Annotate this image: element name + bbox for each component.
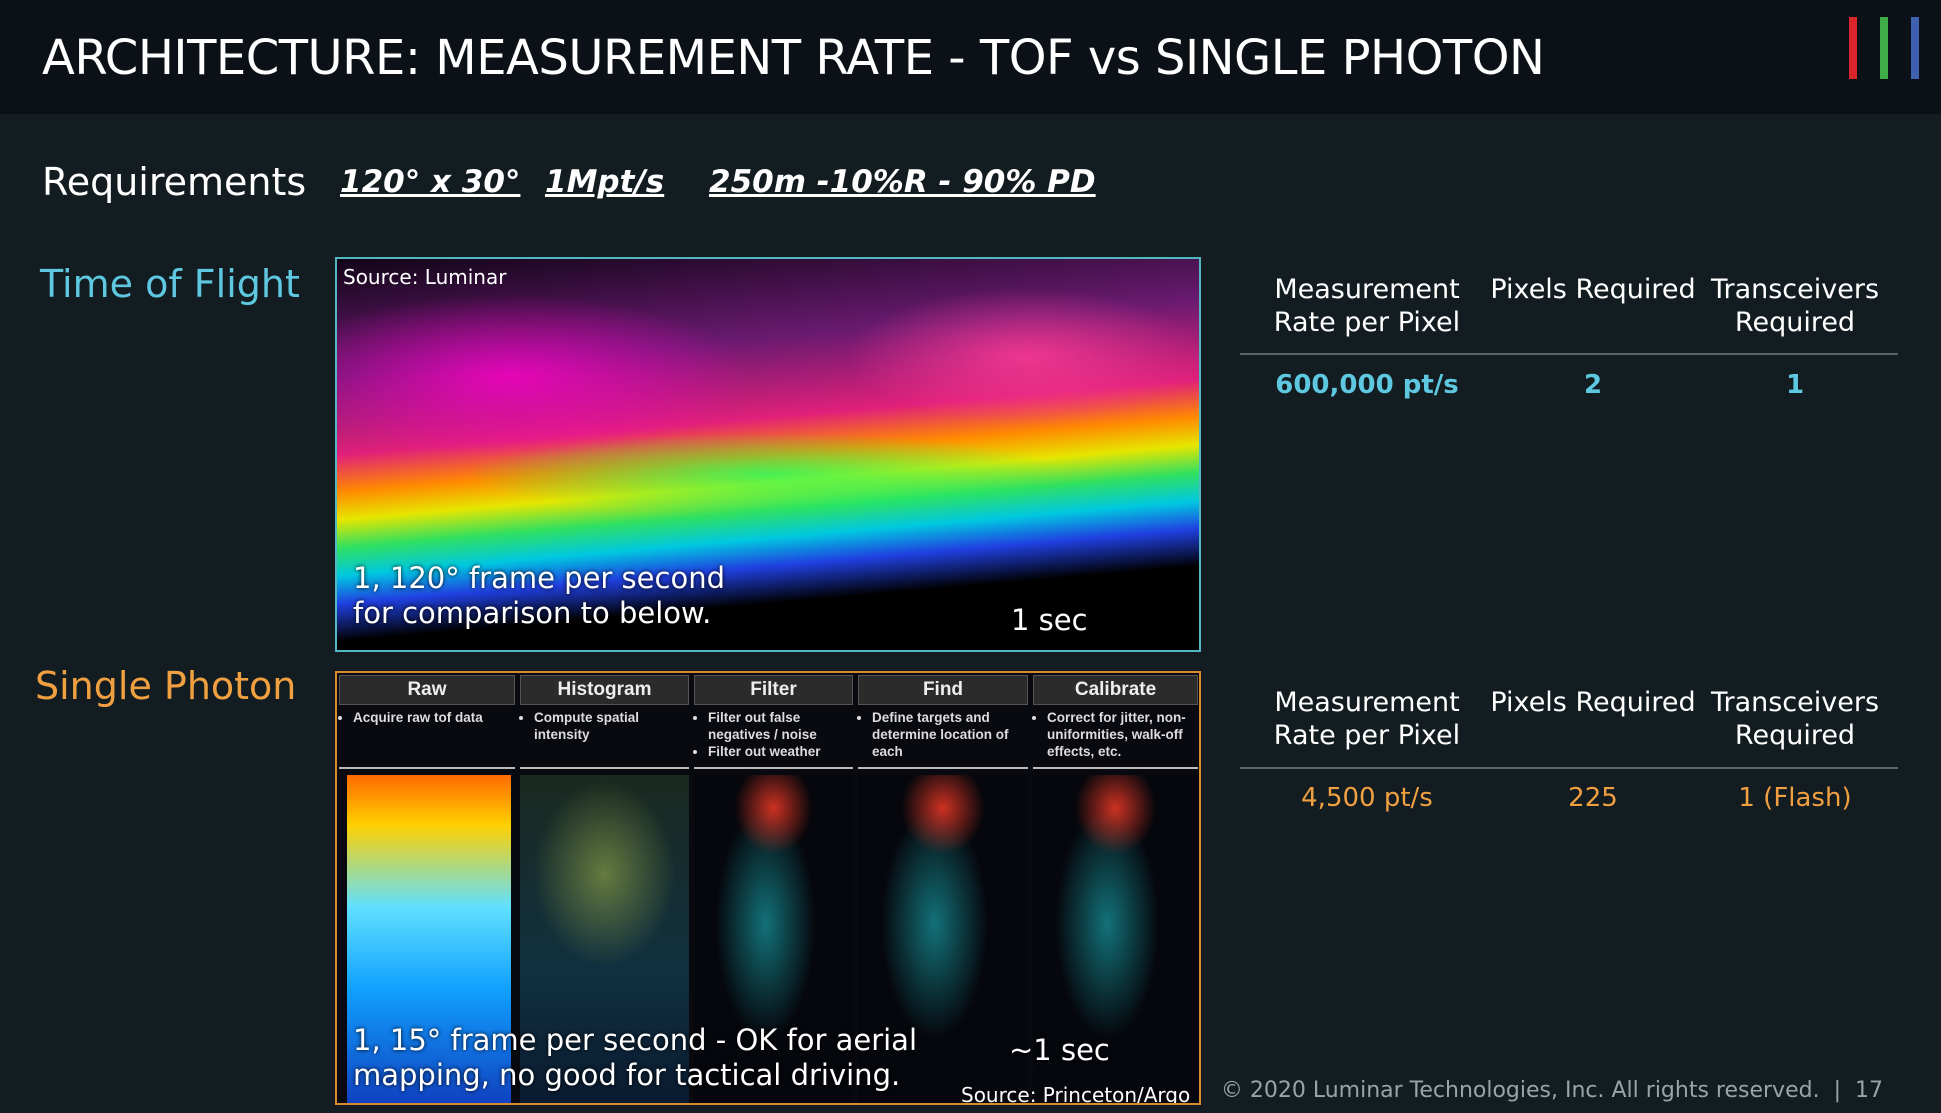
image-caption: 1, 15° frame per second - OK for aerial … [353, 1023, 917, 1093]
logo-bar-blue [1911, 17, 1919, 79]
caption-line: 1, 120° frame per second [353, 561, 725, 595]
table-header: Measurement Rate per Pixel [1273, 687, 1461, 751]
step-title: Filter [694, 675, 853, 705]
step-bullets: Compute spatial intensity [520, 709, 689, 743]
requirements-label: Requirements [42, 160, 307, 204]
image-source: Source: Luminar [343, 265, 507, 289]
caption-line: mapping, no good for tactical driving. [353, 1058, 901, 1092]
table-rule [1240, 767, 1898, 769]
step-title: Find [858, 675, 1028, 705]
lidar-image: Source: Luminar 1, 120° frame per second… [335, 257, 1201, 652]
step-body: Acquire raw tof data [339, 709, 515, 769]
step-panel [858, 775, 1028, 1103]
step-title: Calibrate [1033, 675, 1198, 705]
step-panel [347, 775, 511, 1103]
table-header: Pixels Required [1490, 274, 1696, 305]
image-caption: 1, 120° frame per second for comparison … [353, 561, 725, 631]
section-label: Single Photon [35, 664, 297, 708]
image-source: Source: Princeton/Argo [961, 1083, 1191, 1105]
step-bullets: Acquire raw tof data [339, 709, 515, 726]
step-body: Compute spatial intensity [520, 709, 689, 769]
header-bar [0, 0, 1941, 114]
table-cell: 4,500 pt/s [1301, 783, 1433, 813]
step-bullet: Correct for jitter, non-uniformities, wa… [1047, 709, 1198, 760]
logo-bar-red [1849, 17, 1857, 79]
separator: | [1833, 1078, 1841, 1103]
copyright: © 2020 Luminar Technologies, Inc. All ri… [1220, 1078, 1820, 1103]
step-panel [694, 775, 853, 1103]
slide-title: ARCHITECTURE: MEASUREMENT RATE - TOF vs … [42, 30, 1545, 86]
table-header: Pixels Required [1490, 687, 1696, 718]
step-bullet: Compute spatial intensity [534, 709, 689, 743]
step-bullets: Filter out false negatives / noiseFilter… [694, 709, 853, 760]
step-panel [1033, 775, 1198, 1103]
table-header: Measurement Rate per Pixel [1273, 274, 1461, 338]
table-header: Transceivers Required [1710, 274, 1880, 338]
page-number: 17 [1855, 1078, 1883, 1103]
step-body: Define targets and determine location of… [858, 709, 1028, 769]
step-bullet: Filter out false negatives / noise [708, 709, 853, 743]
step-bullet: Filter out weather [708, 743, 853, 760]
image-time: ~1 sec [1009, 1033, 1110, 1067]
pipeline-image: Raw Acquire raw tof data Histogram Compute … [335, 671, 1201, 1105]
table-cell: 1 (Flash) [1738, 783, 1852, 813]
pipeline-step: Calibrate Correct for jitter, non-uniform… [1033, 675, 1198, 1103]
logo-bar-green [1880, 17, 1888, 79]
step-body: Filter out false negatives / noiseFilter… [694, 709, 853, 769]
section-label: Time of Flight [40, 262, 300, 306]
table-cell: 1 [1785, 370, 1805, 400]
pipeline-step: Filter Filter out false negatives / noise… [694, 675, 853, 1103]
image-time: 1 sec [1011, 603, 1088, 637]
step-panel [520, 775, 689, 1103]
table-header: Transceivers Required [1710, 687, 1880, 751]
requirement: 120° x 30° [340, 164, 521, 200]
step-bullets: Define targets and determine location of… [858, 709, 1028, 760]
pipeline-step: Find Define targets and determine locatio… [858, 675, 1028, 1103]
step-bullet: Acquire raw tof data [353, 709, 515, 726]
pipeline-step: Raw Acquire raw tof data [339, 675, 515, 1103]
step-body: Correct for jitter, non-uniformities, wa… [1033, 709, 1198, 769]
table-cell: 2 [1583, 370, 1603, 400]
step-bullet: Define targets and determine location of… [872, 709, 1028, 760]
step-title: Raw [339, 675, 515, 705]
pipeline-step: Histogram Compute spatial intensity [520, 675, 689, 1103]
step-bullets: Correct for jitter, non-uniformities, wa… [1033, 709, 1198, 760]
step-title: Histogram [520, 675, 689, 705]
requirement: 250m -10%R - 90% PD [709, 164, 1096, 200]
footer: © 2020 Luminar Technologies, Inc. All ri… [1221, 1078, 1883, 1103]
caption-line: 1, 15° frame per second - OK for aerial [353, 1023, 918, 1057]
requirement: 1Mpt/s [545, 164, 665, 200]
table-cell: 600,000 pt/s [1275, 370, 1459, 400]
table-rule [1240, 353, 1898, 355]
table-cell: 225 [1568, 783, 1618, 813]
caption-line: for comparison to below. [353, 596, 712, 630]
